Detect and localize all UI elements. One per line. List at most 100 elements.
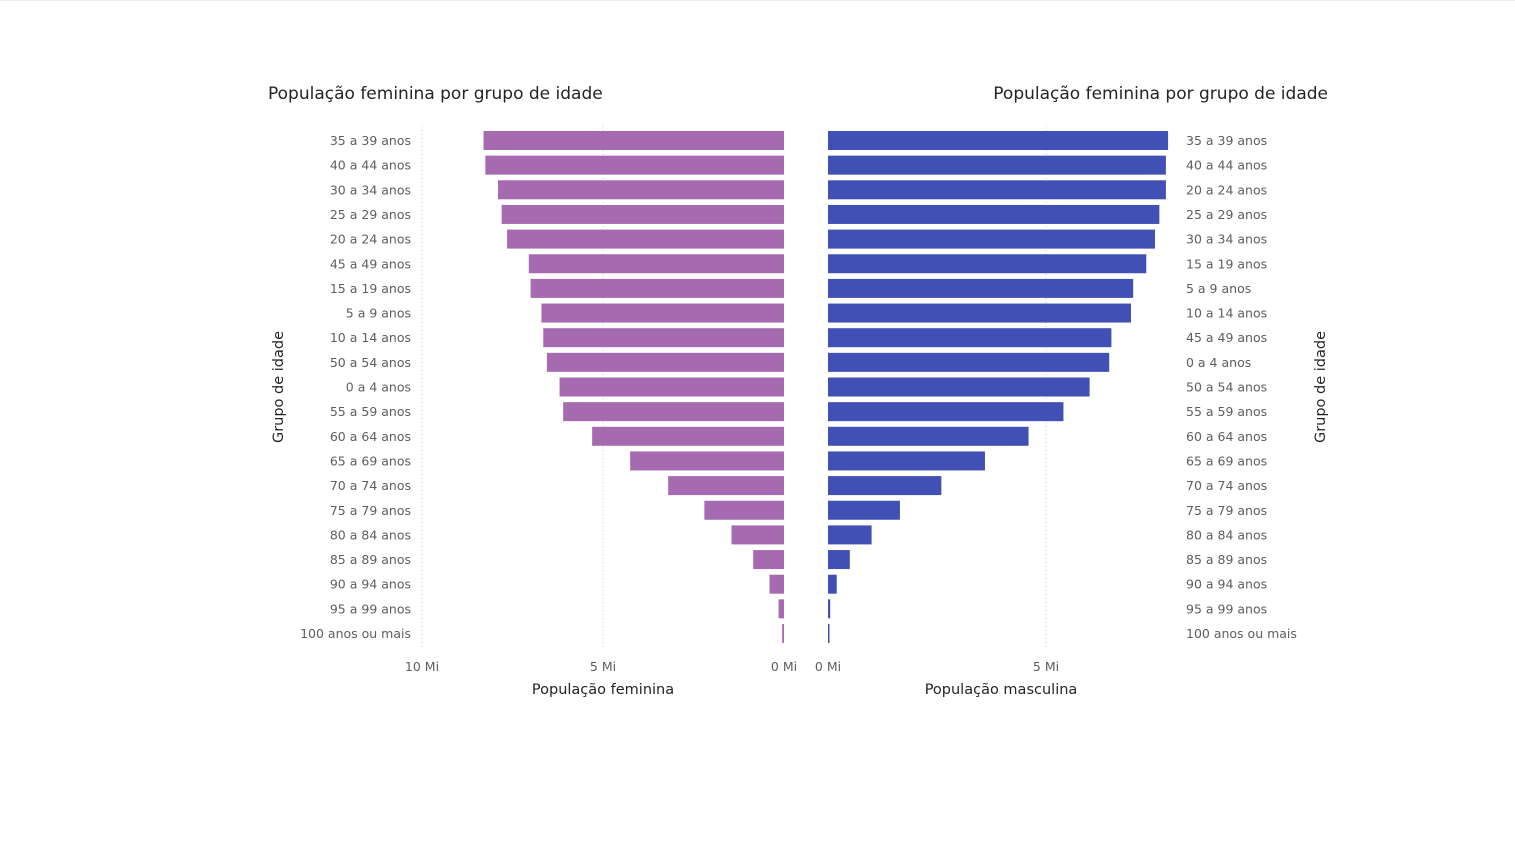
right-category-label: 35 a 39 anos <box>1186 133 1267 148</box>
left-bar <box>769 574 784 594</box>
right-bar <box>828 451 985 471</box>
right-category-label: 95 a 99 anos <box>1186 601 1267 616</box>
left-category-label: 95 a 99 anos <box>330 601 411 616</box>
right-category-labels: 35 a 39 anos 40 a 44 anos 20 a 24 anos 25 a… <box>1186 133 1297 641</box>
right-category-label: 20 a 24 anos <box>1186 182 1267 197</box>
right-bar <box>828 624 830 643</box>
left-category-label: 65 a 69 anos <box>330 453 411 468</box>
right-category-label: 10 a 14 anos <box>1186 306 1267 321</box>
right-bar <box>828 303 1132 323</box>
left-bar <box>630 451 784 471</box>
right-category-label: 15 a 19 anos <box>1186 256 1267 271</box>
right-bars <box>828 131 1169 643</box>
right-category-label: 55 a 59 anos <box>1186 404 1267 419</box>
left-category-label: 10 a 14 anos <box>330 330 411 345</box>
left-category-label: 5 a 9 anos <box>346 306 411 321</box>
right-bar <box>828 278 1134 298</box>
left-y-axis-label: Grupo de idade <box>271 331 287 443</box>
left-bar <box>559 377 784 397</box>
right-category-label: 0 a 4 anos <box>1186 355 1251 370</box>
right-bar <box>828 180 1166 200</box>
right-category-label: 100 anos ou mais <box>1186 626 1297 641</box>
left-chart-title: População feminina por grupo de idade <box>268 84 603 104</box>
left-bar <box>498 180 784 200</box>
right-category-label: 25 a 29 anos <box>1186 207 1267 222</box>
left-category-label: 0 a 4 anos <box>346 380 411 395</box>
left-bar <box>546 352 784 372</box>
left-tick-label: 0 Mi <box>771 659 797 674</box>
left-bar <box>501 204 784 224</box>
right-bar <box>828 426 1029 446</box>
right-bar <box>828 229 1155 249</box>
right-chart-title: População feminina por grupo de idade <box>993 84 1328 104</box>
right-bar <box>828 574 837 594</box>
right-category-label: 50 a 54 anos <box>1186 380 1267 395</box>
left-bar <box>541 303 784 323</box>
right-category-label: 30 a 34 anos <box>1186 232 1267 247</box>
right-bar <box>828 155 1166 175</box>
right-category-label: 90 a 94 anos <box>1186 577 1267 592</box>
left-category-label: 45 a 49 anos <box>330 256 411 271</box>
left-category-label: 20 a 24 anos <box>330 232 411 247</box>
left-bar <box>704 500 784 520</box>
left-gridlines <box>421 126 604 650</box>
right-bar <box>828 204 1160 224</box>
right-bar <box>828 402 1064 422</box>
left-bar <box>563 402 784 422</box>
left-category-label: 55 a 59 anos <box>330 404 411 419</box>
left-category-label: 90 a 94 anos <box>330 577 411 592</box>
right-bar <box>828 131 1169 150</box>
left-category-label: 50 a 54 anos <box>330 355 411 370</box>
right-bar <box>828 352 1110 372</box>
left-tick-label: 5 Mi <box>590 659 616 674</box>
left-category-label: 85 a 89 anos <box>330 552 411 567</box>
right-tick-label: 5 Mi <box>1033 659 1059 674</box>
right-tick-labels: 0 Mi 5 Mi <box>815 659 1059 674</box>
left-bar <box>782 624 784 643</box>
left-bar <box>543 328 784 348</box>
right-bar <box>828 599 831 619</box>
left-bar <box>753 550 784 570</box>
left-bar <box>528 254 784 274</box>
right-category-label: 40 a 44 anos <box>1186 158 1267 173</box>
left-x-axis-label: População feminina <box>532 682 674 698</box>
right-category-label: 5 a 9 anos <box>1186 281 1251 296</box>
left-category-labels: 35 a 39 anos 40 a 44 anos 30 a 34 anos 25 a… <box>300 133 411 641</box>
left-category-label: 100 anos ou mais <box>300 626 411 641</box>
left-category-label: 30 a 34 anos <box>330 182 411 197</box>
right-category-label: 60 a 64 anos <box>1186 429 1267 444</box>
right-bar <box>828 500 900 520</box>
left-bar <box>483 131 784 150</box>
top-border <box>0 0 1515 1</box>
left-bar <box>507 229 784 249</box>
left-category-label: 40 a 44 anos <box>330 158 411 173</box>
left-bar <box>731 525 784 545</box>
right-x-axis-label: População masculina <box>925 682 1078 698</box>
left-category-label: 25 a 29 anos <box>330 207 411 222</box>
left-tick-labels: 10 Mi 5 Mi 0 Mi <box>405 659 797 674</box>
right-y-axis-label: Grupo de idade <box>1313 331 1329 443</box>
left-bar <box>485 155 784 175</box>
right-bar <box>828 550 850 570</box>
left-bars <box>483 131 784 643</box>
left-bar <box>530 278 784 298</box>
right-category-label: 80 a 84 anos <box>1186 527 1267 542</box>
left-tick-label: 10 Mi <box>405 659 439 674</box>
right-bar <box>828 328 1112 348</box>
right-category-label: 45 a 49 anos <box>1186 330 1267 345</box>
left-bar <box>592 426 784 446</box>
left-bar <box>778 599 784 619</box>
left-category-label: 60 a 64 anos <box>330 429 411 444</box>
right-tick-label: 0 Mi <box>815 659 841 674</box>
right-bar <box>828 254 1147 274</box>
left-bar <box>668 476 784 496</box>
left-category-label: 35 a 39 anos <box>330 133 411 148</box>
right-bar <box>828 525 872 545</box>
right-bar <box>828 476 942 496</box>
right-category-label: 85 a 89 anos <box>1186 552 1267 567</box>
right-category-label: 75 a 79 anos <box>1186 503 1267 518</box>
left-category-label: 70 a 74 anos <box>330 478 411 493</box>
left-category-label: 75 a 79 anos <box>330 503 411 518</box>
left-category-label: 80 a 84 anos <box>330 527 411 542</box>
